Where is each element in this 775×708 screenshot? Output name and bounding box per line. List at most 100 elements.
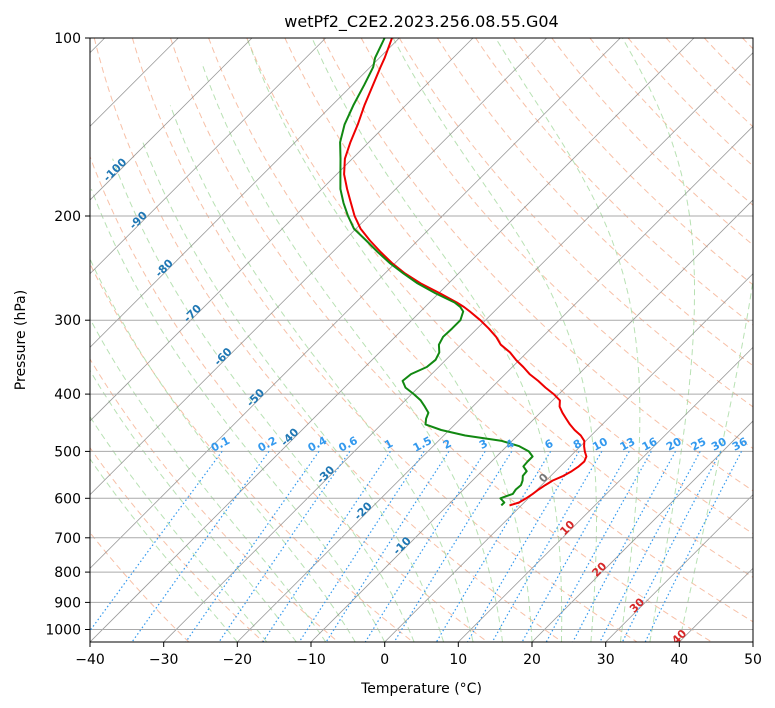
isotherm-label: -40 — [278, 425, 301, 448]
dry-adiabat — [665, 38, 753, 128]
moist-adiabat — [201, 62, 503, 642]
x-tick-label: 40 — [670, 652, 688, 668]
isotherm-line — [90, 38, 474, 422]
dewpoint-profile-line — [339, 38, 534, 507]
dry-adiabat — [703, 38, 753, 89]
y-tick-label: 1000 — [45, 623, 81, 639]
mixing-ratio-line — [393, 451, 513, 642]
y-tick-label: 400 — [54, 387, 81, 403]
isotherm-line — [752, 641, 753, 642]
isotherm-line — [458, 346, 753, 642]
x-axis-title: Temperature (°C) — [360, 681, 482, 697]
moist-adiabat — [169, 105, 474, 642]
isotherm-label: -60 — [211, 345, 234, 368]
isotherm-label: -30 — [314, 463, 337, 486]
mixing-ratio-label: 30 — [709, 435, 729, 454]
mixing-ratio-line — [545, 451, 652, 642]
mixing-ratio-line — [491, 451, 603, 642]
temperature-profile-line — [343, 38, 588, 507]
mixing-ratio-line — [621, 451, 722, 642]
isotherm-label: -70 — [181, 302, 204, 325]
mixing-ratio-line — [185, 451, 320, 642]
isotherm-line — [163, 52, 753, 642]
moist-adiabat — [90, 257, 356, 642]
y-tick-label: 200 — [54, 209, 81, 225]
mixing-ratio-label: 36 — [730, 435, 750, 454]
isotherm-line — [90, 38, 253, 201]
isotherm-line — [531, 420, 753, 642]
y-tick-label: 800 — [54, 565, 81, 581]
y-tick-label: 500 — [54, 444, 81, 460]
isotherm-label: -20 — [352, 499, 375, 522]
y-tick-label: 100 — [54, 31, 81, 47]
isotherm-label: 30 — [627, 595, 647, 615]
moist-adiabat — [90, 369, 297, 642]
y-tick-label: 700 — [54, 531, 81, 547]
x-tick-label: 20 — [523, 652, 541, 668]
x-tick-label: 30 — [597, 652, 615, 668]
isotherm-line — [90, 38, 695, 642]
isotherm-line — [90, 38, 621, 569]
x-tick-label: −20 — [223, 652, 253, 668]
isotherm-label: -100 — [101, 155, 130, 184]
isotherm-label: -50 — [244, 386, 267, 409]
dry-adiabat — [90, 446, 264, 642]
mixing-ratio-line — [572, 451, 677, 642]
mixing-ratio-label: 20 — [664, 435, 684, 454]
reference-line-labels: 0.1 0.2 0.4 0.6 1 1.5 2 3 4 6 8 10 13 16 20 25 30 36-100-… — [101, 155, 750, 642]
mixing-ratio-line — [466, 451, 580, 642]
isotherm-line — [90, 38, 547, 496]
background-lines — [90, 38, 753, 642]
isotherm-label: -90 — [127, 209, 150, 232]
isotherm-line — [90, 38, 400, 348]
moist-adiabat — [678, 38, 753, 642]
mixing-ratio-line — [435, 451, 552, 642]
x-axis: −40 −30 −20 −10 0 10 20 30 40 50 — [75, 642, 762, 668]
chart-title: wetPf2_C2E2.2023.256.08.55.G04 — [284, 12, 558, 32]
dry-adiabat — [551, 38, 753, 246]
dry-adiabat — [589, 38, 753, 206]
x-tick-label: −30 — [149, 652, 179, 668]
moist-adiabat — [392, 38, 597, 642]
dry-adiabat — [284, 38, 753, 535]
y-axis: 100 200 300 400 500 600 700 800 900 1000 — [45, 31, 90, 639]
moist-adiabat — [621, 38, 695, 642]
isotherm-line — [310, 199, 753, 642]
moist-adiabat — [311, 38, 563, 642]
mixing-ratio-label: 25 — [689, 435, 709, 454]
mixing-ratio-line — [131, 451, 270, 642]
moist-adiabat — [142, 142, 445, 642]
dry-adiabat — [131, 38, 638, 642]
dry-adiabat — [170, 38, 712, 642]
dry-adiabat — [93, 38, 563, 642]
dry-adiabat — [742, 38, 753, 50]
isotherm-label: -80 — [153, 256, 176, 279]
y-tick-label: 600 — [54, 491, 81, 507]
mixing-ratio-label: 2 — [441, 437, 454, 452]
moist-adiabat — [90, 458, 238, 642]
isotherm-line — [237, 125, 753, 642]
moist-adiabat — [90, 188, 386, 642]
dry-adiabat — [90, 262, 414, 642]
moist-adiabat — [246, 38, 533, 642]
y-axis-title: Pressure (hPa) — [13, 290, 29, 390]
dry-adiabat — [90, 358, 339, 642]
dry-adiabat — [436, 38, 753, 367]
dry-adiabat — [208, 38, 753, 623]
isotherm-line — [90, 38, 326, 275]
isotherm-label: 10 — [557, 518, 577, 538]
dry-adiabat — [322, 38, 753, 492]
plot-frame — [89, 37, 754, 643]
x-tick-label: −10 — [296, 652, 326, 668]
moist-adiabat — [495, 38, 641, 642]
mixing-ratio-line — [325, 451, 450, 642]
isotherm-line — [679, 567, 753, 642]
mixing-ratio-label: 13 — [618, 435, 638, 454]
moist-adiabat — [90, 415, 268, 642]
mixing-ratio-line — [218, 451, 351, 642]
x-tick-label: 50 — [744, 652, 762, 668]
mixing-ratio-label: 16 — [640, 435, 660, 454]
x-tick-label: −40 — [75, 652, 105, 668]
y-tick-label: 300 — [54, 313, 81, 329]
mixing-ratio-line — [599, 451, 701, 642]
